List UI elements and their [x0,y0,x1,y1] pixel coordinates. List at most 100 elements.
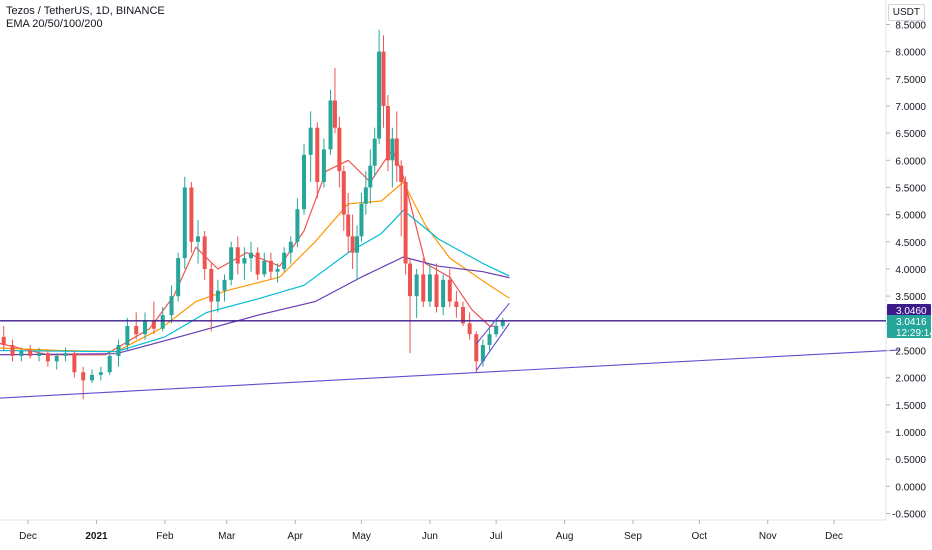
candle [209,263,214,332]
candle [474,331,479,373]
candle [1,326,6,351]
candle-body [242,258,247,264]
candle [359,192,364,242]
candle [408,258,413,354]
candle [10,339,15,362]
candle [176,252,181,302]
candle-body [202,236,207,269]
candle-body [28,350,33,356]
candle-body [229,247,234,280]
plot-area-background [0,0,886,520]
y-tick-label: 2.0000 [895,374,926,385]
candle-body [414,274,419,297]
candle-body [169,296,174,316]
candle-body [487,334,492,346]
candle-body [381,51,386,106]
price-label: 3.0416 [887,315,931,328]
candle-body [54,355,59,362]
candle-body [399,165,404,183]
candle [90,369,95,384]
candle [222,274,227,302]
symbol-title[interactable]: Tezos / TetherUS, 1D, BINANCE [6,5,165,17]
y-tick-label: 0.5000 [895,455,926,466]
price-label-box [887,304,931,316]
candle [98,366,103,381]
candle-body [332,100,337,128]
candle [262,252,267,278]
candle [447,268,452,308]
y-tick-label: 2.5000 [895,346,926,357]
price-label-box [887,315,931,327]
candle-body [385,105,390,161]
candle [72,350,77,378]
candle [403,176,408,275]
candle-body [341,171,346,215]
candle [160,307,165,332]
candle-body [262,260,267,275]
candle-body [447,279,452,302]
trendline-support [0,349,901,399]
candle-body [235,247,240,264]
candle [434,263,439,313]
candle-body [81,372,86,381]
indicator-title[interactable]: EMA 20/50/100/200 [6,18,103,30]
candle-body [346,214,351,237]
candle [341,165,346,231]
chart-legend: Tezos / TetherUS, 1D, BINANCE EMA 20/50/… [6,5,165,31]
y-tick-label: 4.5000 [895,238,926,249]
candle-body [63,353,68,356]
candle-body [182,187,187,259]
candle-body [480,345,485,362]
ema-line-ema-200 [0,256,510,356]
y-tick-label: 6.0000 [895,156,926,167]
candle-body [302,154,307,210]
candle-body [474,334,479,362]
candle-body [421,274,426,302]
y-tick-label: 7.0000 [895,102,926,113]
x-tick-label: Sep [624,531,642,542]
candle [275,263,280,283]
candle-body [408,263,413,297]
candle-body [116,345,121,356]
candle-body [359,203,364,237]
candle-body [390,138,395,161]
x-tick-label: Nov [759,531,777,542]
candle-body [315,127,320,183]
candle-body [328,100,333,150]
price-label-text: 3.0416 [896,317,927,328]
y-tick-label: 8.0000 [895,48,926,59]
candle [421,258,426,308]
candle [169,285,174,324]
y-tick-label: 5.5000 [895,183,926,194]
candle [315,122,320,199]
candle [302,143,307,215]
y-tick-label: 1.5000 [895,401,926,412]
candle [337,116,342,188]
candle-body [176,258,181,297]
candle-body [275,268,280,272]
ema-line-ema-100 [0,209,510,353]
candle [355,225,360,280]
candle-body [321,149,326,183]
currency-badge[interactable]: USDT [887,4,925,21]
y-tick-label: 8.5000 [895,20,926,31]
candle-body [494,326,499,335]
y-tick-label: 1.0000 [895,428,926,439]
candle [385,95,390,172]
candle-body [160,315,165,329]
candle [182,176,187,269]
candle-body [107,355,112,373]
candle-body [441,279,446,308]
candle-body [427,274,432,302]
time-axis[interactable]: Dec 2021 Feb Mar Apr May Jun Jul Aug Sep Oct Nov Dec [19,520,843,542]
x-tick-label: Aug [556,531,574,542]
price-axis[interactable]: 8.5000 8.0000 7.5000 7.0000 6.5000 6.0000 5.50… [886,20,926,520]
candle [372,127,377,177]
candle [487,328,492,351]
candle-body [337,127,342,172]
candle-body [209,268,214,302]
candle [235,236,240,275]
candle-body [134,326,139,335]
